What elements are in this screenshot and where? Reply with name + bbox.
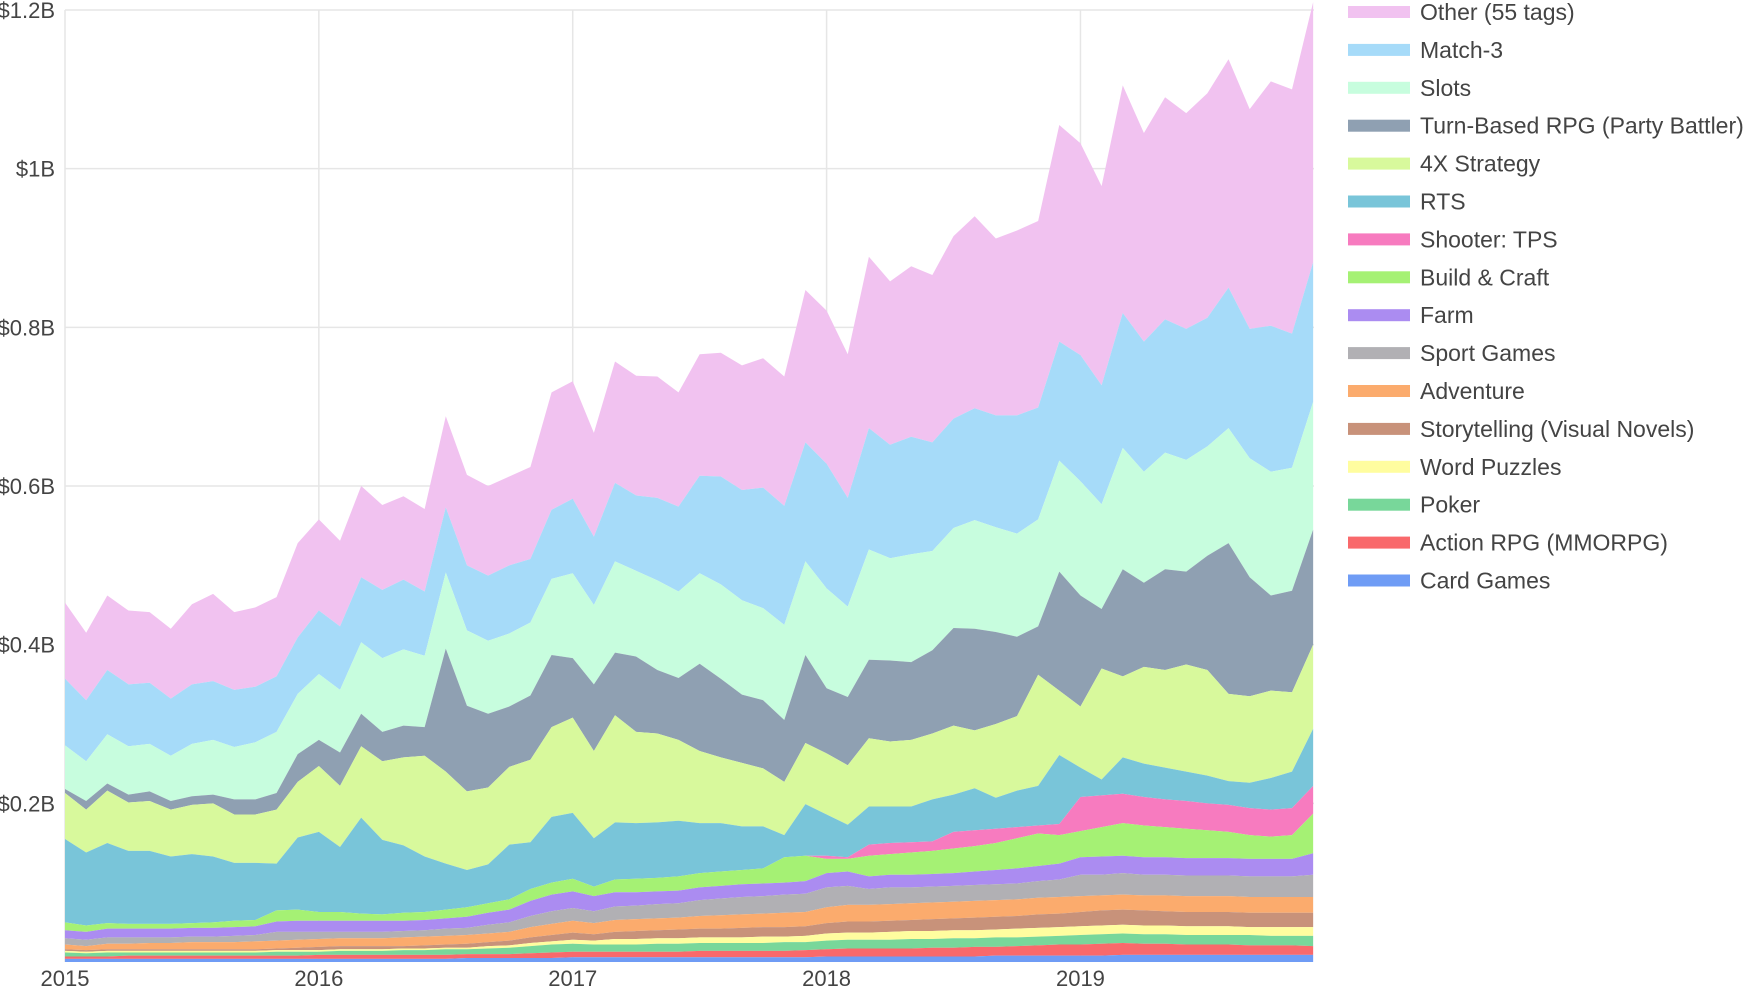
area-series-storytelling-visual-novels <box>65 909 1314 952</box>
y-tick-label: $0.6B <box>0 474 55 499</box>
legend-item-turn-based-rpg-party-battler[interactable]: Turn-Based RPG (Party Battler) <box>1348 113 1744 139</box>
legend-label: Farm <box>1420 302 1474 328</box>
area-series-build-craft <box>65 813 1314 932</box>
area-series-slots <box>65 401 1314 801</box>
legend-label: Slots <box>1420 75 1471 101</box>
legend-label: Poker <box>1420 492 1480 518</box>
area-series-farm <box>65 853 1314 940</box>
legend-label: Word Puzzles <box>1420 454 1561 480</box>
legend-swatch <box>1348 422 1410 435</box>
legend-swatch <box>1348 271 1410 284</box>
legend-swatch <box>1348 574 1410 587</box>
legend-swatch <box>1348 347 1410 360</box>
legend-swatch <box>1348 195 1410 208</box>
area-series-card-games <box>65 954 1314 962</box>
area-series-turn-based-rpg-party-battler <box>65 529 1314 815</box>
legend-swatch <box>1348 309 1410 322</box>
area-series-4x-strategy <box>65 644 1314 870</box>
legend-label: Build & Craft <box>1420 264 1550 290</box>
legend-item-storytelling-visual-novels[interactable]: Storytelling (Visual Novels) <box>1348 416 1694 442</box>
x-tick-label: 2017 <box>548 966 597 990</box>
legend-label: Card Games <box>1420 568 1550 594</box>
y-tick-label: $0.2B <box>0 791 55 816</box>
legend-swatch <box>1348 157 1410 170</box>
legend-item-match-3[interactable]: Match-3 <box>1348 37 1503 63</box>
legend-label: Match-3 <box>1420 37 1503 63</box>
legend-item-build-craft[interactable]: Build & Craft <box>1348 264 1550 290</box>
y-tick-label: $1B <box>16 157 55 182</box>
legend-swatch <box>1348 233 1410 246</box>
legend-item-card-games[interactable]: Card Games <box>1348 568 1550 594</box>
legend-label: Other (55 tags) <box>1420 0 1575 25</box>
legend-label: Adventure <box>1420 378 1525 404</box>
legend-label: Shooter: TPS <box>1420 226 1558 252</box>
legend-swatch <box>1348 6 1410 18</box>
area-series-poker <box>65 933 1314 957</box>
legend-item-poker[interactable]: Poker <box>1348 492 1480 518</box>
x-tick-label: 2019 <box>1056 966 1105 990</box>
legend-item-adventure[interactable]: Adventure <box>1348 378 1525 404</box>
legend-item-slots[interactable]: Slots <box>1348 75 1471 101</box>
legend-swatch <box>1348 119 1410 132</box>
area-series-rts <box>65 728 1314 926</box>
legend-item-shooter-tps[interactable]: Shooter: TPS <box>1348 226 1558 252</box>
legend-swatch <box>1348 81 1410 94</box>
y-tick-label: $0.8B <box>0 315 55 340</box>
x-tick-label: 2015 <box>41 966 90 990</box>
area-series-adventure <box>65 894 1314 951</box>
area-series-match-3 <box>65 262 1314 762</box>
area-series-other-55-tags <box>65 2 1314 701</box>
legend-item-farm[interactable]: Farm <box>1348 302 1474 328</box>
area-series-action-rpg-mmorpg <box>65 942 1314 959</box>
legend-swatch <box>1348 536 1410 549</box>
area-series-sport-games <box>65 873 1314 947</box>
legend-item-sport-games[interactable]: Sport Games <box>1348 340 1556 366</box>
legend-label: Storytelling (Visual Novels) <box>1420 416 1694 442</box>
legend-item-action-rpg-mmorpg[interactable]: Action RPG (MMORPG) <box>1348 530 1668 556</box>
legend-label: Sport Games <box>1420 340 1556 366</box>
legend-label: Action RPG (MMORPG) <box>1420 530 1668 556</box>
legend: Other (55 tags) Match-3 Slots Turn-Based RP… <box>1348 0 1744 594</box>
legend-swatch <box>1348 385 1410 397</box>
legend-label: RTS <box>1420 189 1466 215</box>
y-tick-label: $0.4B <box>0 633 55 658</box>
y-tick-label: $1.2B <box>0 0 55 23</box>
legend-swatch <box>1348 43 1410 56</box>
legend-swatch <box>1348 460 1410 473</box>
legend-item-word-puzzles[interactable]: Word Puzzles <box>1348 454 1561 480</box>
x-tick-label: 2016 <box>294 966 343 990</box>
legend-label: Turn-Based RPG (Party Battler) <box>1420 113 1744 139</box>
legend-item-4x-strategy[interactable]: 4X Strategy <box>1348 151 1541 177</box>
legend-swatch <box>1348 498 1410 511</box>
area-series-word-puzzles <box>65 924 1314 954</box>
legend-item-other-55-tags[interactable]: Other (55 tags) <box>1348 0 1575 25</box>
axes: $0.2B $0.4B $0.6B $0.8B $1B $1.2B 2015 2016 2017… <box>0 0 1105 990</box>
area-series-layer <box>65 2 1314 962</box>
legend-label: 4X Strategy <box>1420 151 1541 177</box>
x-tick-label: 2018 <box>802 966 851 990</box>
legend-item-rts[interactable]: RTS <box>1348 189 1466 215</box>
